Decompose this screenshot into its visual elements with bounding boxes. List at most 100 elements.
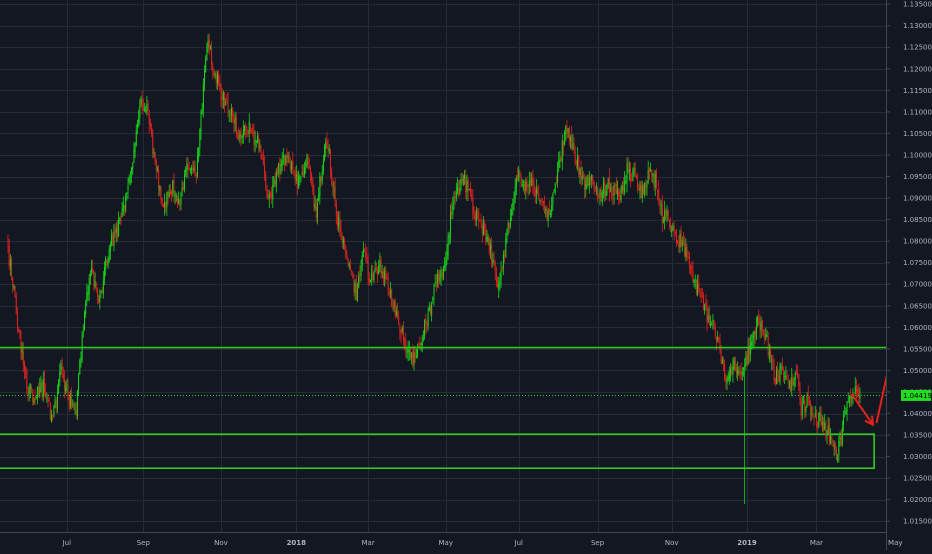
candle[interactable]	[329, 148, 331, 179]
candle[interactable]	[164, 193, 166, 216]
candle[interactable]	[144, 102, 146, 112]
candle[interactable]	[772, 354, 774, 370]
candle[interactable]	[519, 169, 521, 178]
candle[interactable]	[579, 167, 581, 184]
candle[interactable]	[484, 219, 486, 235]
candle[interactable]	[59, 363, 61, 387]
candle[interactable]	[265, 170, 267, 191]
candle[interactable]	[165, 201, 167, 214]
candle[interactable]	[711, 321, 713, 326]
candle[interactable]	[74, 402, 76, 415]
candle[interactable]	[46, 392, 48, 403]
candle[interactable]	[173, 172, 175, 203]
candle[interactable]	[725, 373, 727, 389]
candle[interactable]	[271, 186, 273, 204]
candle[interactable]	[590, 175, 592, 186]
candle[interactable]	[32, 388, 34, 406]
candle[interactable]	[344, 237, 346, 251]
candle[interactable]	[252, 123, 254, 137]
candle[interactable]	[613, 182, 615, 205]
candle[interactable]	[401, 325, 403, 335]
candle[interactable]	[146, 95, 148, 116]
candle[interactable]	[818, 411, 820, 429]
candle[interactable]	[27, 386, 29, 402]
candle[interactable]	[206, 42, 208, 61]
candle[interactable]	[578, 154, 580, 178]
price-axis[interactable]: 1.13500 1.13000 1.12500 1.12000 1.11500 1.110…	[886, 0, 932, 550]
candle[interactable]	[540, 197, 542, 207]
candle[interactable]	[211, 41, 213, 71]
candle[interactable]	[724, 359, 726, 382]
candle[interactable]	[113, 223, 115, 252]
candle[interactable]	[246, 125, 248, 138]
candle[interactable]	[106, 258, 108, 266]
candle[interactable]	[96, 287, 98, 305]
candle[interactable]	[387, 271, 389, 296]
candle[interactable]	[325, 137, 327, 158]
candle[interactable]	[316, 198, 318, 225]
candle[interactable]	[233, 114, 235, 133]
candle[interactable]	[721, 356, 723, 365]
candle[interactable]	[29, 383, 31, 399]
candle[interactable]	[612, 186, 614, 206]
candle[interactable]	[87, 285, 89, 301]
candle[interactable]	[717, 331, 719, 343]
candle[interactable]	[328, 144, 330, 155]
candle[interactable]	[345, 244, 347, 259]
candle[interactable]	[264, 155, 266, 181]
candle[interactable]	[282, 147, 284, 165]
candle[interactable]	[273, 176, 275, 187]
candle[interactable]	[261, 152, 263, 160]
candle[interactable]	[828, 418, 830, 447]
candle[interactable]	[674, 229, 676, 237]
candle[interactable]	[650, 162, 652, 172]
candle[interactable]	[702, 292, 704, 311]
candle[interactable]	[429, 304, 431, 317]
candle[interactable]	[451, 202, 453, 220]
candle[interactable]	[313, 184, 315, 212]
candle[interactable]	[568, 126, 570, 147]
candle[interactable]	[272, 176, 274, 209]
candle[interactable]	[145, 105, 147, 114]
candle[interactable]	[427, 307, 429, 331]
candle[interactable]	[418, 341, 420, 348]
candle[interactable]	[784, 370, 786, 385]
candle[interactable]	[186, 157, 188, 179]
candle[interactable]	[394, 298, 396, 320]
candle[interactable]	[58, 378, 60, 395]
candle[interactable]	[854, 377, 856, 395]
candle[interactable]	[566, 120, 568, 139]
candle[interactable]	[176, 195, 178, 209]
candle[interactable]	[514, 178, 516, 204]
candle[interactable]	[810, 400, 812, 423]
candle[interactable]	[208, 33, 210, 55]
candle[interactable]	[635, 174, 637, 180]
candle[interactable]	[182, 182, 184, 191]
candle[interactable]	[52, 414, 54, 421]
candle[interactable]	[479, 219, 481, 222]
candle[interactable]	[641, 180, 643, 203]
candle[interactable]	[395, 305, 397, 318]
candle[interactable]	[727, 371, 729, 382]
candle[interactable]	[511, 204, 513, 222]
candle[interactable]	[747, 337, 749, 366]
candle[interactable]	[23, 360, 25, 380]
candle[interactable]	[204, 65, 206, 92]
candle[interactable]	[19, 329, 21, 339]
candle[interactable]	[405, 332, 407, 358]
candle[interactable]	[707, 307, 709, 324]
candle[interactable]	[529, 172, 531, 193]
candle[interactable]	[362, 241, 364, 258]
candle[interactable]	[374, 260, 376, 273]
candle[interactable]	[444, 257, 446, 272]
candle[interactable]	[12, 276, 14, 293]
candle[interactable]	[187, 156, 189, 178]
candle[interactable]	[159, 184, 161, 196]
candle[interactable]	[99, 288, 101, 310]
candle[interactable]	[466, 174, 468, 201]
candle[interactable]	[291, 160, 293, 175]
candle[interactable]	[234, 111, 236, 132]
candle[interactable]	[819, 406, 821, 422]
candle[interactable]	[551, 196, 553, 218]
